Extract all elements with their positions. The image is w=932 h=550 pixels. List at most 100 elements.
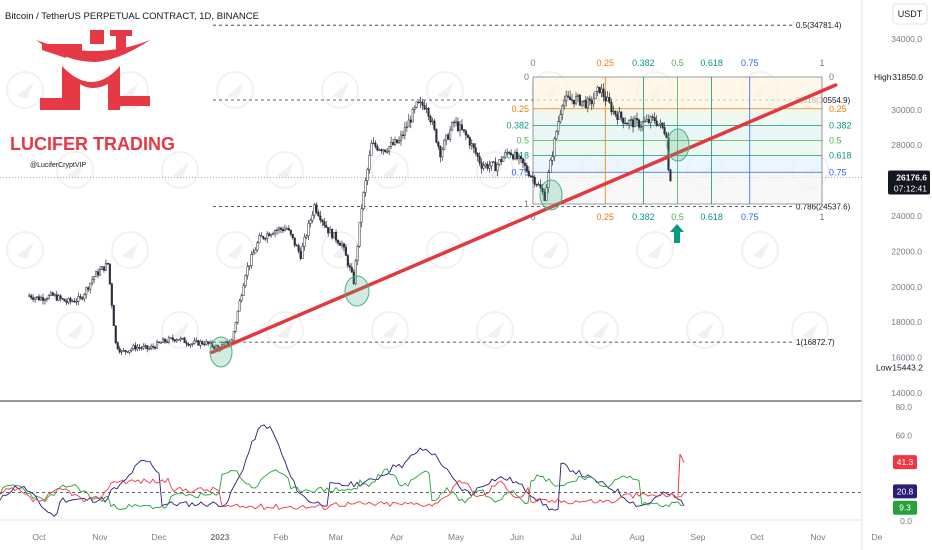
candle-body: [649, 116, 652, 123]
high-marker: High 31850.0: [868, 70, 930, 85]
candle-body: [472, 143, 475, 148]
candle-body: [262, 236, 265, 239]
candle-body: [458, 124, 462, 131]
candle-body: [435, 128, 438, 143]
watermark-icon: [67, 162, 84, 179]
candle-body: [376, 146, 379, 151]
candle-body: [185, 342, 188, 345]
candle-body: [268, 233, 271, 237]
candle-body: [45, 298, 48, 300]
candle-body: [620, 111, 623, 119]
fib-retracement[interactable]: 0 0.25 0.382 0.5 0.618 0.75 10 0.25 0.382 0.5 0.61…: [506, 58, 851, 222]
candle-body: [514, 152, 517, 160]
chart-title: Bitcoin / TetherUS PERPETUAL CONTRACT, 1…: [5, 11, 259, 22]
candle-body: [616, 114, 619, 120]
last-price-bg: [888, 170, 930, 195]
watermark-icon: [122, 242, 139, 259]
candle-body: [633, 118, 637, 128]
price-tick-label: 14000.0: [891, 388, 922, 398]
watermark-icon: [487, 322, 504, 339]
touch-ellipse: [539, 179, 563, 211]
candle-body: [275, 229, 279, 232]
watermark-circle: [161, 311, 199, 349]
candle-body: [89, 282, 92, 290]
candle-body: [515, 152, 519, 160]
candle-body: [179, 338, 182, 341]
watermark-icon: [122, 82, 139, 99]
minus-di-line: [0, 477, 685, 511]
last-price-badge: 26176.607:12:41: [888, 170, 930, 195]
candle-body: [114, 325, 117, 343]
candle-body: [313, 204, 316, 216]
candle-body: [512, 154, 515, 160]
fib-top-label: 0.5: [671, 58, 684, 68]
candle-body: [240, 295, 243, 302]
candle-body: [242, 285, 245, 296]
candle-body: [628, 120, 631, 125]
candle-body: [41, 297, 45, 301]
candle-body: [43, 299, 46, 301]
watermark-circle: [56, 151, 94, 189]
indicator-badge-label: 41.3: [897, 457, 914, 467]
candle-body: [154, 346, 157, 349]
candle-body: [342, 243, 345, 248]
currency-button[interactable]: USDT: [892, 3, 928, 25]
candle-body: [592, 98, 595, 105]
touch-ellipse: [666, 128, 690, 162]
candle-body: [81, 297, 84, 300]
time-tick-label: Oct: [750, 532, 764, 542]
indicator-badge-bg: [893, 455, 917, 470]
candle-body: [299, 250, 302, 259]
candle-body: [329, 229, 332, 234]
last-price-value: 26176.6: [896, 172, 927, 182]
candle-body: [360, 208, 363, 223]
candle-body: [183, 337, 186, 344]
candle-body: [152, 346, 155, 348]
watermark-circle: [476, 311, 514, 349]
time-tick-label: Oct: [32, 532, 46, 542]
trendline-layer[interactable]: [210, 83, 838, 355]
watermark-icon: [542, 242, 559, 259]
fib-top-label: 0.382: [632, 58, 655, 68]
candle-body: [234, 322, 237, 332]
candle-body: [594, 91, 597, 100]
candle-body: [224, 341, 227, 344]
candle-body: [645, 119, 648, 122]
candle-body: [49, 292, 52, 296]
candle-body: [250, 254, 253, 266]
candle-body: [260, 235, 263, 237]
candle-body: [622, 117, 625, 124]
candle-body: [51, 292, 54, 296]
candle-body: [336, 240, 340, 244]
trendline[interactable]: [210, 83, 838, 355]
fib-top-label: 1: [819, 58, 824, 68]
candle-body: [356, 245, 359, 261]
candle-body: [55, 294, 58, 301]
watermark-icon: [802, 322, 819, 339]
fib-left-label: 0.75: [511, 167, 529, 177]
candle-body: [630, 119, 633, 121]
watermark-circle: [216, 71, 254, 109]
up-arrow-icon: [670, 224, 684, 243]
adx-line: [0, 424, 685, 518]
indicator-badge-label: 20.8: [897, 486, 914, 496]
candle-body: [126, 351, 129, 353]
candle-body: [59, 295, 62, 299]
watermark-circle: [791, 311, 829, 349]
candle-body: [553, 138, 556, 157]
candle-body: [124, 350, 127, 352]
fib-top-label: 0: [530, 58, 535, 68]
fib-top-label: 0.618: [700, 58, 723, 68]
candle-body: [655, 120, 658, 126]
candle-body: [311, 214, 314, 221]
watermark-circle: [321, 71, 359, 109]
candle-body: [411, 108, 414, 123]
candle-body: [209, 341, 212, 344]
candle-body: [258, 235, 261, 244]
candle-body: [79, 296, 82, 298]
candle-body: [175, 339, 178, 342]
candle-body: [287, 228, 290, 231]
candle-body: [157, 341, 161, 343]
candle-body: [541, 187, 544, 193]
